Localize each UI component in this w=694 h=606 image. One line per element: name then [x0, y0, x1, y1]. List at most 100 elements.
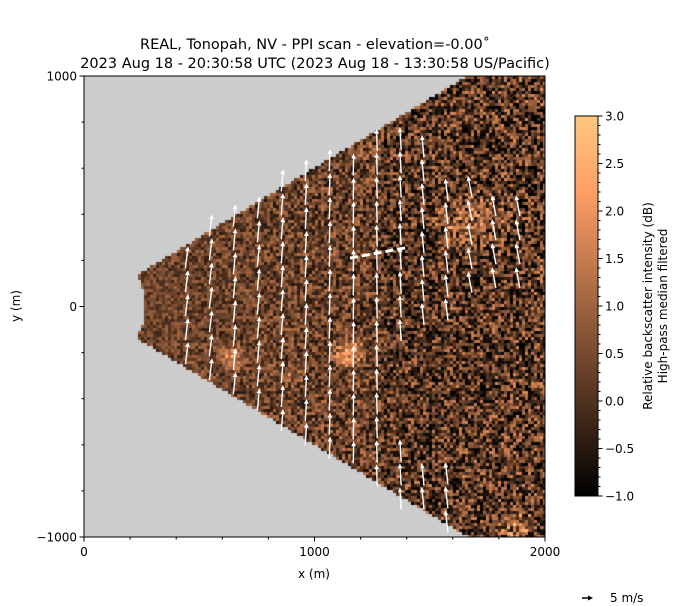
arrow-head	[443, 178, 449, 184]
arrow-shaft	[280, 413, 284, 432]
arrow-head	[327, 220, 333, 226]
arrow-shaft	[232, 376, 236, 395]
arrow-head	[351, 201, 356, 207]
arrow-head	[351, 249, 356, 255]
wind-arrow	[351, 369, 356, 392]
arrow-shaft	[375, 133, 378, 151]
arrow-shaft	[516, 200, 521, 217]
arrow-shaft	[304, 212, 307, 230]
arrow-head	[514, 243, 520, 249]
arrow-shaft	[304, 235, 307, 254]
arrow-head	[256, 196, 262, 202]
arrow-head	[256, 364, 262, 370]
y-tick-label: 1000	[46, 70, 77, 84]
arrow-head	[303, 278, 309, 285]
arrow-shaft	[184, 275, 189, 293]
arrow-head	[443, 298, 449, 304]
wind-arrow	[466, 223, 473, 245]
arrow-shaft	[328, 273, 331, 291]
arrow-head	[303, 302, 309, 309]
arrow-head	[374, 440, 380, 446]
arrow-head	[280, 217, 286, 223]
wind-arrow	[208, 214, 214, 237]
arrow-head	[443, 226, 449, 232]
arrow-head	[256, 316, 262, 322]
arrow-head	[419, 487, 425, 493]
wind-arrow	[374, 176, 380, 199]
wind-arrow	[256, 268, 262, 291]
wind-arrow	[232, 324, 238, 347]
wind-arrow	[351, 177, 356, 200]
wind-arrow	[419, 487, 425, 510]
wind-arrow	[280, 408, 286, 432]
x-axis-label: x (m)	[298, 567, 330, 581]
arrow-head	[374, 368, 380, 374]
wind-arrow	[374, 224, 380, 247]
arrow-shaft	[399, 276, 402, 294]
arrow-head	[351, 417, 356, 423]
arrow-head	[232, 204, 238, 210]
wind-arrow	[490, 195, 497, 217]
arrow-head	[419, 231, 425, 237]
arrow-head	[397, 199, 403, 205]
arrow-shaft	[492, 247, 497, 265]
wind-arrow	[256, 244, 262, 267]
arrow-head	[374, 176, 380, 182]
arrow-shaft	[328, 321, 331, 339]
arrow-shaft	[304, 331, 307, 349]
wind-arrow	[303, 302, 309, 325]
wind-arrow	[351, 441, 356, 464]
arrow-head	[419, 207, 425, 213]
wind-arrow	[327, 412, 333, 435]
arrow-head	[303, 254, 309, 261]
arrow-head	[280, 337, 286, 343]
wind-arrow	[419, 302, 425, 326]
wind-arrow	[397, 487, 403, 510]
wind-arrow	[327, 220, 333, 243]
arrow-head	[514, 267, 520, 273]
arrow-head	[327, 340, 333, 346]
wind-arrow	[303, 374, 309, 397]
arrow-shaft	[375, 397, 378, 415]
arrow-head	[351, 321, 356, 327]
wind-arrow	[303, 398, 309, 421]
arrow-shaft	[399, 324, 402, 342]
wind-arrow	[303, 326, 309, 349]
arrow-shaft	[232, 257, 236, 275]
arrow-head	[209, 286, 214, 292]
wind-arrow	[374, 464, 380, 487]
arrow-head	[374, 152, 380, 158]
title-line-2: 2023 Aug 18 - 20:30:58 UTC (2023 Aug 18 …	[80, 56, 550, 72]
arrow-shaft	[256, 321, 260, 339]
arrow-shaft	[375, 445, 378, 463]
wind-arrow	[374, 368, 380, 391]
arrow-head	[232, 300, 238, 306]
wind-arrow	[280, 217, 286, 240]
arrow-shaft	[516, 223, 521, 241]
wind-arrow	[419, 278, 425, 302]
arrow-shaft	[399, 228, 402, 246]
wind-arrow	[327, 292, 333, 315]
arrow-shaft	[421, 468, 425, 486]
arrow-head	[256, 388, 262, 394]
wind-arrow	[232, 228, 238, 251]
arrow-shaft	[256, 393, 260, 411]
wind-arrow	[443, 510, 449, 533]
arrow-shaft	[492, 271, 497, 289]
colorbar-label-line-1: Relative backscatter intensity (dB)	[641, 202, 655, 410]
wind-arrow	[184, 318, 190, 341]
wind-arrow	[327, 316, 333, 339]
arrow-head	[466, 271, 472, 278]
dashed-annotation-line	[349, 246, 406, 260]
arrow-shaft	[399, 132, 402, 150]
arrow-shaft	[445, 279, 449, 297]
wind-arrow	[351, 249, 356, 272]
arrow-shaft	[399, 252, 402, 270]
arrow-head	[397, 319, 403, 325]
arrow-shaft	[399, 468, 402, 486]
wind-arrow	[208, 334, 214, 357]
wind-vectors	[184, 127, 521, 533]
wind-arrow	[280, 265, 286, 288]
arrow-shaft	[445, 491, 449, 509]
